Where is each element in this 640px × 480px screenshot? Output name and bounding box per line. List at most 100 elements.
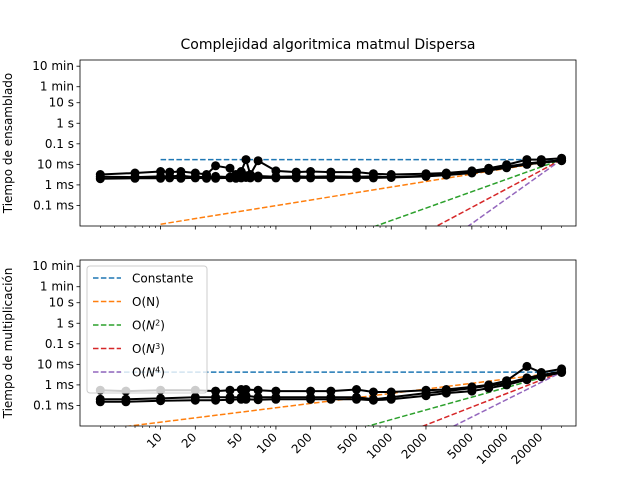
y-tick-label: 0.1 s bbox=[45, 337, 74, 351]
x-tick-label: 200 bbox=[289, 430, 315, 456]
data-point bbox=[368, 395, 378, 405]
data-point bbox=[326, 173, 336, 183]
y-tick-label: 10 ms bbox=[37, 357, 74, 371]
data-point bbox=[386, 173, 396, 182]
x-tick-label: 50 bbox=[225, 430, 246, 451]
data-point bbox=[484, 166, 494, 175]
data-point bbox=[421, 171, 431, 181]
data-point bbox=[271, 173, 281, 183]
y-tick-label: 1 s bbox=[56, 316, 74, 330]
y-axis-label: Tiempo de multiplicación bbox=[1, 268, 15, 420]
data-point bbox=[211, 161, 221, 171]
y-tick-label: 10 s bbox=[49, 296, 74, 310]
data-point bbox=[467, 386, 477, 396]
data-point bbox=[536, 372, 546, 382]
data-point bbox=[368, 387, 378, 397]
data-point bbox=[502, 380, 512, 390]
data-point bbox=[271, 394, 281, 404]
legend: Constante O(N) O(N2) O(N3) O(N4) bbox=[86, 265, 208, 394]
legend-label: O(N2) bbox=[132, 318, 165, 333]
reference-line bbox=[373, 158, 562, 226]
x-tick-label: 100 bbox=[254, 430, 280, 456]
data-point bbox=[241, 394, 251, 404]
data-point bbox=[368, 173, 378, 183]
data-point bbox=[271, 386, 281, 396]
y-tick-label: 1 min bbox=[40, 280, 74, 294]
data-point bbox=[190, 173, 200, 183]
axes-frame bbox=[79, 59, 577, 227]
plot-area bbox=[95, 153, 567, 226]
data-point bbox=[211, 395, 221, 405]
data-point bbox=[241, 155, 251, 165]
legend-label: Constante bbox=[132, 272, 193, 286]
y-tick-label: 1 min bbox=[40, 80, 74, 94]
reference-line bbox=[467, 158, 563, 226]
y-tick-label: 1 ms bbox=[45, 378, 74, 392]
reference-line bbox=[435, 158, 562, 226]
data-point bbox=[536, 158, 546, 168]
data-point bbox=[253, 173, 263, 183]
data-point bbox=[176, 173, 186, 183]
y-axis-label: Tiempo de ensamblado bbox=[1, 73, 15, 215]
data-point bbox=[522, 361, 532, 371]
data-point bbox=[165, 173, 175, 183]
y-tick-label: 10 min bbox=[32, 259, 74, 273]
plot-area bbox=[95, 361, 567, 426]
data-point bbox=[441, 388, 451, 398]
data-point bbox=[352, 173, 361, 183]
data-point bbox=[241, 385, 251, 394]
data-point bbox=[502, 163, 512, 173]
data-point bbox=[190, 395, 200, 405]
data-point bbox=[352, 394, 361, 404]
data-point bbox=[95, 397, 105, 407]
y-tick-label: 0.1 s bbox=[45, 137, 74, 151]
data-point bbox=[306, 173, 316, 183]
data-point bbox=[225, 395, 235, 405]
y-tick-label: 1 ms bbox=[45, 178, 74, 192]
x-tick-label: 5000 bbox=[444, 430, 475, 461]
x-tick-label: 20 bbox=[179, 430, 200, 451]
data-point bbox=[522, 375, 532, 385]
data-point bbox=[557, 156, 567, 166]
data-point bbox=[211, 386, 221, 396]
reference-line bbox=[452, 371, 562, 426]
x-tick-label: 2000 bbox=[399, 430, 430, 461]
data-point bbox=[291, 173, 301, 183]
data-point bbox=[202, 173, 211, 183]
data-point bbox=[225, 385, 235, 395]
data-point bbox=[95, 174, 105, 184]
data-point bbox=[121, 397, 131, 407]
y-tick-label: 10 min bbox=[32, 59, 74, 73]
data-point bbox=[253, 385, 263, 395]
legend-label: O(N4) bbox=[132, 365, 165, 380]
x-tick-label: 500 bbox=[335, 430, 361, 456]
data-point bbox=[326, 386, 336, 396]
x-tick-label: 1000 bbox=[364, 430, 395, 461]
data-point bbox=[441, 170, 451, 180]
y-tick-label: 0.1 ms bbox=[33, 398, 74, 412]
data-point bbox=[156, 396, 166, 406]
data-point bbox=[421, 391, 431, 401]
x-tick-label: 10000 bbox=[474, 430, 511, 467]
data-point bbox=[245, 173, 255, 183]
data-point bbox=[225, 163, 235, 173]
data-point bbox=[253, 156, 263, 166]
y-tick-label: 10 s bbox=[49, 96, 74, 110]
data-point bbox=[326, 394, 336, 404]
data-point bbox=[386, 394, 396, 404]
y-tick-label: 1 s bbox=[56, 116, 74, 130]
data-point bbox=[522, 159, 532, 169]
data-point bbox=[352, 385, 361, 394]
x-tick-label: 20000 bbox=[509, 430, 546, 467]
data-point bbox=[211, 173, 221, 183]
data-point bbox=[156, 173, 166, 183]
subplot-1: 0.1 ms 1 ms 10 ms 0.1 s 1 s 10 s 1 min 10 min Ti… bbox=[1, 59, 577, 230]
y-tick-label: 0.1 ms bbox=[33, 198, 74, 212]
reference-line bbox=[421, 371, 562, 426]
data-point bbox=[306, 386, 316, 396]
data-point bbox=[557, 368, 567, 377]
y-tick-label: 10 ms bbox=[37, 157, 74, 171]
data-point bbox=[467, 168, 477, 178]
data-point bbox=[484, 383, 494, 393]
